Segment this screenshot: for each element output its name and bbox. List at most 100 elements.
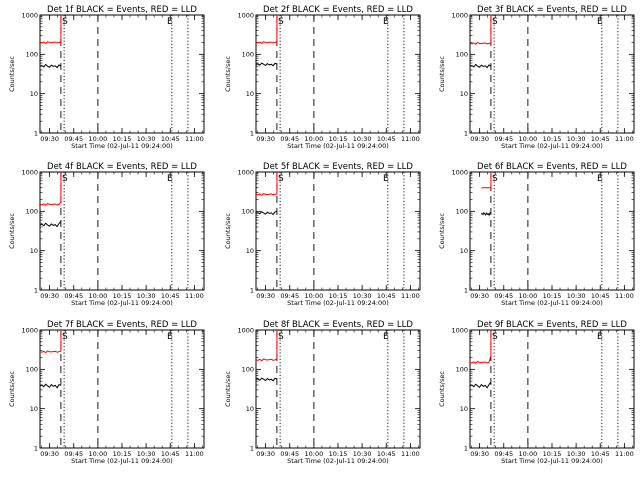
x-tick-label: 10:45 [161, 135, 180, 143]
x-tick-label: 10:30 [353, 450, 372, 458]
y-tick-label: 1000 [237, 326, 254, 334]
events-series [255, 210, 278, 216]
end-flag: E [383, 17, 389, 27]
detector-panel: Det 4f BLACK = Events, RED = LLD 1 10 100 10… [8, 162, 205, 307]
end-flag: E [167, 174, 173, 184]
panel-title: Det 8f BLACK = Events, RED = LLD [263, 320, 413, 330]
x-tick-label: 09:30 [470, 135, 489, 143]
x-tick-label: 09:30 [256, 135, 275, 143]
x-axis-label: Start Time (02-Jul-11 09:24:00) [501, 299, 603, 307]
x-tick-label: 09:30 [470, 450, 489, 458]
detector-panel: Det 8f BLACK = Events, RED = LLD 1 10 100 10… [224, 320, 421, 465]
x-axis-label: Start Time (02-Jul-11 09:24:00) [501, 457, 603, 465]
detector-panel: Det 6f BLACK = Events, RED = LLD 1 10 100 10… [438, 162, 635, 307]
detector-panel: Det 3f BLACK = Events, RED = LLD 1 10 100 10… [438, 5, 635, 150]
events-series [39, 221, 62, 228]
plot-frame [469, 171, 635, 291]
panel-title: Det 3f BLACK = Events, RED = LLD [477, 5, 627, 15]
y-tick-label: 100 [242, 208, 254, 216]
y-tick-label: 1000 [237, 11, 254, 19]
end-flag: E [597, 17, 603, 27]
x-tick-label: 09:30 [40, 292, 59, 300]
y-axis-label: Counts/sec [438, 371, 446, 407]
start-flag: S [278, 332, 284, 342]
x-tick-label: 10:15 [329, 135, 348, 143]
y-axis-label: Counts/sec [224, 56, 232, 92]
x-tick-label: 09:45 [280, 450, 299, 458]
panel-title: Det 1f BLACK = Events, RED = LLD [47, 5, 197, 15]
x-tick-label: 09:45 [64, 450, 83, 458]
x-tick-label: 10:15 [543, 450, 562, 458]
x-tick-label: 09:30 [40, 135, 59, 143]
start-flag: S [278, 17, 284, 27]
x-tick-label: 10:30 [567, 292, 586, 300]
panel-title: Det 2f BLACK = Events, RED = LLD [263, 5, 413, 15]
y-tick-label: 1 [250, 129, 254, 137]
x-tick-label: 11:00 [615, 292, 634, 300]
y-tick-label: 1000 [451, 168, 468, 176]
y-tick-label: 1 [34, 129, 38, 137]
x-tick-label: 11:00 [401, 292, 420, 300]
x-tick-label: 11:00 [185, 450, 204, 458]
events-series [255, 377, 278, 382]
end-flag: E [167, 17, 173, 27]
x-tick-label: 09:30 [256, 292, 275, 300]
y-axis-label: Counts/sec [438, 213, 446, 249]
events-series [39, 383, 62, 389]
y-axis-label: Counts/sec [8, 371, 16, 407]
lld-series [469, 15, 492, 45]
x-tick-label: 10:15 [113, 135, 132, 143]
y-tick-label: 1000 [21, 11, 38, 19]
x-tick-label: 10:30 [353, 135, 372, 143]
y-axis-label: Counts/sec [438, 56, 446, 92]
detector-panel: Det 1f BLACK = Events, RED = LLD 1 10 100 10… [8, 5, 205, 150]
x-tick-label: 09:45 [494, 292, 513, 300]
detector-panel: Det 2f BLACK = Events, RED = LLD 1 10 100 10… [224, 5, 421, 150]
y-tick-label: 1 [464, 444, 468, 452]
x-tick-label: 10:30 [567, 450, 586, 458]
panel-title: Det 9f BLACK = Events, RED = LLD [477, 320, 627, 330]
y-tick-label: 10 [30, 90, 38, 98]
start-flag: S [492, 174, 498, 184]
lld-series [39, 330, 62, 354]
detector-panel: Det 7f BLACK = Events, RED = LLD 1 10 100 10… [8, 320, 205, 465]
y-axis-label: Counts/sec [224, 371, 232, 407]
x-tick-label: 10:15 [329, 450, 348, 458]
y-tick-label: 100 [242, 366, 254, 374]
y-tick-label: 100 [26, 208, 38, 216]
plot-frame [469, 329, 635, 449]
x-tick-label: 10:00 [305, 135, 324, 143]
start-flag: S [62, 332, 68, 342]
lld-series [255, 330, 278, 362]
x-tick-label: 10:30 [137, 450, 156, 458]
y-tick-label: 100 [456, 366, 468, 374]
y-axis-label: Counts/sec [8, 213, 16, 249]
x-tick-label: 11:00 [401, 135, 420, 143]
x-tick-label: 11:00 [615, 135, 634, 143]
lld-series [39, 15, 62, 45]
lld-series [481, 172, 492, 189]
x-tick-label: 11:00 [185, 135, 204, 143]
x-tick-label: 10:15 [329, 292, 348, 300]
lld-series [255, 15, 278, 45]
plot-frame [39, 14, 205, 134]
y-tick-label: 10 [246, 247, 254, 255]
x-tick-label: 10:00 [89, 135, 108, 143]
y-axis-label: Counts/sec [8, 56, 16, 92]
events-series [480, 211, 492, 217]
y-tick-label: 10 [246, 405, 254, 413]
detector-panel: Det 5f BLACK = Events, RED = LLD 1 10 100 10… [224, 162, 421, 307]
y-tick-label: 1 [250, 444, 254, 452]
x-tick-label: 10:15 [543, 292, 562, 300]
y-tick-label: 10 [30, 405, 38, 413]
y-tick-label: 1000 [451, 11, 468, 19]
x-axis-label: Start Time (02-Jul-11 09:24:00) [287, 142, 389, 150]
panel-title: Det 7f BLACK = Events, RED = LLD [47, 320, 197, 330]
x-tick-label: 10:45 [377, 450, 396, 458]
events-series [39, 63, 62, 69]
y-tick-label: 1 [34, 286, 38, 294]
start-flag: S [62, 17, 68, 27]
x-tick-label: 10:30 [137, 292, 156, 300]
x-axis-label: Start Time (02-Jul-11 09:24:00) [287, 457, 389, 465]
